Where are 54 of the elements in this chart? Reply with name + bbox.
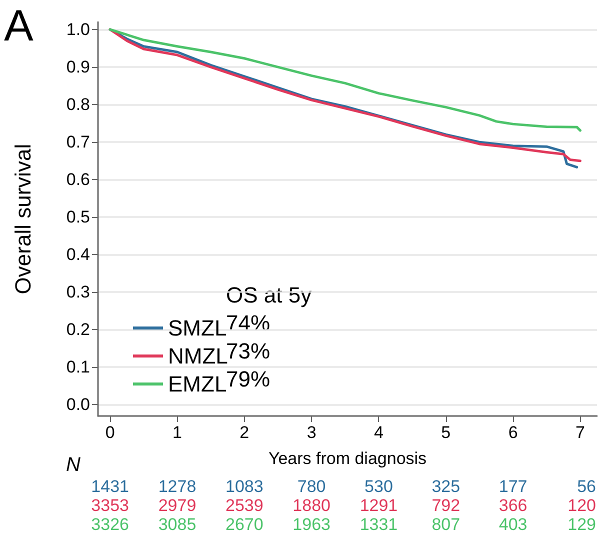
y-tick-label: 1.0: [66, 20, 90, 40]
text: 1331: [360, 515, 398, 534]
text: 1880: [292, 496, 330, 515]
text: 530: [364, 477, 393, 496]
text: 325: [432, 477, 460, 496]
x-tick-label: 6: [508, 423, 518, 442]
x-axis-title: Years from diagnosis: [268, 449, 427, 468]
x-tick-label: 5: [441, 423, 451, 442]
text: 3353: [91, 496, 130, 515]
text: 1083: [225, 477, 264, 496]
text: 2979: [158, 496, 196, 515]
x-tick-label: 4: [374, 423, 384, 442]
y-tick-label: 0.6: [66, 170, 90, 190]
text: 2539: [225, 496, 264, 515]
x-tick-label: 1: [172, 423, 182, 442]
text: 129: [568, 515, 596, 534]
text: 120: [568, 496, 596, 515]
annotation: 74%: [226, 310, 270, 336]
y-tick-label: 0.1: [66, 358, 90, 377]
text: N: [66, 454, 81, 476]
y-tick-label: 0.4: [66, 245, 90, 264]
x-tick-label: 2: [240, 423, 250, 442]
x-tick-label: 0: [105, 423, 115, 442]
text: 3085: [158, 515, 196, 534]
text: 792: [432, 496, 460, 515]
y-tick-label: 0.8: [66, 95, 90, 114]
y-tick-label: 0.0: [66, 395, 90, 414]
legend-label: SMZL: [168, 316, 227, 340]
text: 780: [297, 477, 326, 496]
y-tick-label: 0.9: [66, 58, 90, 77]
line-series: [108, 28, 582, 132]
x-tick-label: 3: [306, 423, 316, 442]
text: 1291: [360, 496, 398, 515]
annotation: 79%: [226, 366, 270, 392]
text: 3326: [91, 515, 130, 534]
y-tick-label: 0.7: [66, 132, 90, 152]
legend-label: NMZL: [168, 344, 228, 368]
y-tick-label: 0.2: [66, 320, 90, 340]
y-tick-label: 0.5: [66, 208, 90, 227]
x-tick-label: 7: [575, 423, 585, 442]
text: 1963: [292, 515, 330, 534]
legend-label: EMZL: [168, 372, 227, 396]
y-tick-label: 0.3: [66, 282, 90, 302]
text: 177: [498, 477, 528, 496]
text: 366: [498, 496, 528, 515]
text: 1431: [91, 477, 130, 496]
text: A: [4, 2, 34, 50]
text: 807: [432, 515, 460, 534]
text: 1278: [158, 477, 196, 496]
text: 2670: [225, 515, 264, 534]
annotation: 73%: [226, 338, 270, 364]
text: 403: [498, 515, 528, 534]
y-axis-title: Overall survival: [10, 144, 36, 294]
text: 56: [577, 477, 596, 496]
